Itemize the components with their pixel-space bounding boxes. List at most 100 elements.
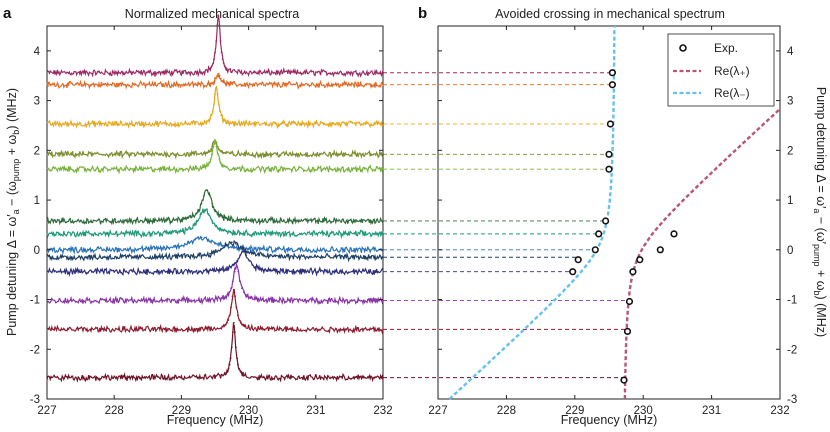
y-tick-label: 2	[34, 145, 40, 157]
legend-lambda-plus-label: Re(λ₊)	[714, 64, 750, 78]
spectrum-point	[221, 79, 223, 82]
exp-data-point	[591, 246, 599, 254]
spectrum-point	[195, 212, 197, 215]
spectrum-point	[242, 250, 245, 253]
exp-data-point	[608, 69, 617, 77]
spectrum-point	[217, 103, 220, 106]
panel-b-ylabel: Pump detuning Δ = ω′a − (ω′pump + ωb) (M…	[812, 87, 828, 337]
spectrum-point	[184, 217, 187, 220]
spectrum-point	[202, 166, 204, 169]
lambda-minus-curve	[448, 26, 616, 400]
spectrum-point	[244, 293, 247, 296]
y-tick-label: 0	[787, 245, 793, 257]
spectrum-point	[212, 81, 215, 83]
spectrum-point	[218, 148, 221, 151]
spectrum-point	[203, 152, 206, 155]
spectrum-point	[223, 324, 226, 327]
spectrum-point	[219, 150, 222, 152]
spectrum-point	[222, 216, 225, 219]
spectrum-point	[225, 371, 228, 374]
spectrum-point	[220, 161, 222, 164]
spectrum-point	[193, 224, 195, 227]
spectrum-point	[239, 280, 242, 283]
exp-data-point	[620, 376, 628, 384]
spectrum-point	[216, 74, 219, 77]
spectrum-point	[189, 227, 192, 230]
spectrum-point	[210, 148, 212, 151]
spectrum-point	[218, 24, 221, 27]
spectrum-point	[230, 306, 233, 309]
spectrum-point	[208, 194, 211, 197]
spectrum-point	[241, 287, 243, 290]
spectrum-trace	[46, 14, 384, 78]
spectrum-point	[204, 209, 206, 211]
spectrum-point	[252, 252, 255, 255]
panel-a-spectra	[46, 14, 384, 383]
spectrum-point	[224, 372, 227, 375]
spectrum-point	[225, 244, 228, 246]
spectrum-point	[257, 267, 260, 270]
spectrum-point	[200, 236, 203, 239]
spectrum-point	[224, 295, 227, 298]
x-tick-label: 228	[105, 405, 124, 417]
spectrum-point	[174, 246, 176, 248]
panel-a-label: a	[3, 5, 12, 22]
spectrum-point	[187, 255, 190, 258]
spectrum-point	[194, 238, 196, 241]
spectrum-point	[223, 165, 226, 167]
spectrum-point	[218, 227, 221, 230]
spectrum-point	[212, 145, 215, 148]
spectrum-point	[237, 314, 239, 317]
x-tick-label: 229	[172, 405, 191, 417]
spectrum-point	[180, 244, 183, 247]
spectrum-point	[224, 66, 227, 69]
spectrum-point	[224, 268, 227, 271]
spectrum-point	[236, 259, 239, 262]
spectrum-point	[216, 93, 219, 96]
spectrum-point	[228, 314, 231, 317]
spectrum-point	[221, 163, 224, 166]
spectrum-point	[241, 248, 244, 250]
spectrum-point	[219, 40, 222, 43]
panel-a-xlabel: Frequency (MHz)	[167, 413, 264, 427]
spectrum-point	[231, 331, 234, 333]
y-tick-label: 3	[787, 96, 793, 108]
spectrum-point	[211, 153, 213, 156]
spectrum-point	[225, 230, 228, 232]
spectrum-point	[233, 263, 236, 266]
panel-b-title: Avoided crossing in mechanical spectrum	[495, 7, 725, 21]
spectrum-point	[208, 161, 210, 164]
legend-exp-label: Exp.	[714, 41, 738, 55]
spectrum-point	[222, 296, 225, 299]
spectrum-point	[187, 242, 190, 244]
spectrum-point	[175, 231, 177, 234]
spectrum-point	[214, 251, 217, 253]
spectrum-trace	[46, 239, 384, 263]
y-tick-label: 1	[787, 195, 793, 207]
spectrum-point	[248, 259, 251, 262]
spectrum-point	[178, 230, 181, 233]
spectrum-point	[219, 110, 221, 113]
panel-b-axes-box	[437, 25, 781, 400]
spectrum-point	[200, 213, 203, 215]
spectrum-point	[233, 270, 236, 273]
spectrum-point	[167, 246, 170, 249]
spectrum-point	[225, 120, 227, 123]
spectrum-point	[225, 217, 227, 220]
exp-data-point	[606, 120, 615, 128]
spectrum-trace	[46, 72, 384, 90]
spectrum-point	[227, 217, 230, 220]
spectrum-point	[207, 213, 210, 215]
exp-data-point	[656, 246, 664, 254]
spectrum-point	[236, 244, 239, 246]
legend-lambda-minus-label: Re(λ₋)	[714, 86, 750, 100]
spectrum-point	[254, 266, 257, 268]
connector-lines	[383, 72, 630, 379]
spectrum-point	[222, 62, 225, 65]
spectrum-point	[192, 215, 195, 217]
exp-data-point	[595, 230, 603, 238]
spectrum-point	[209, 252, 211, 255]
spectrum-point	[245, 254, 248, 256]
spectrum-point	[214, 209, 217, 211]
spectrum-point	[210, 114, 213, 117]
